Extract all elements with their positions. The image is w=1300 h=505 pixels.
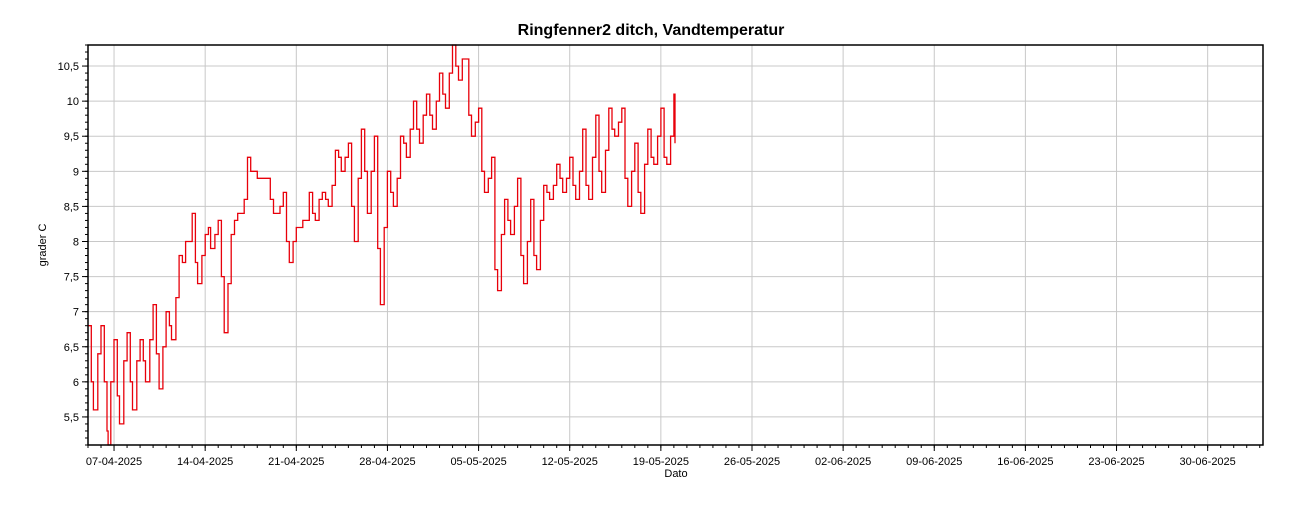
x-tick-label: 09-06-2025 [906,456,962,468]
x-tick-label: 23-06-2025 [1088,456,1144,468]
x-tick-label: 14-04-2025 [177,456,233,468]
y-axis-ticks: 5,5 6 6,5 7 7,5 8 8,5 9 9,5 10 10,5 [58,44,88,446]
y-tick-label: 10 [67,96,79,108]
y-tick-label: 7 [73,307,79,319]
x-tick-label: 30-06-2025 [1180,456,1236,468]
y-tick-label: 5,5 [64,412,79,424]
x-tick-label: 28-04-2025 [359,456,415,468]
x-tick-label: 16-06-2025 [997,456,1053,468]
x-tick-label: 05-05-2025 [450,456,506,468]
y-tick-label: 6 [73,377,79,389]
y-tick-label: 7,5 [64,272,79,284]
x-tick-label: 12-05-2025 [542,456,598,468]
chart-title: Ringfenner2 ditch, Vandtemperatur [518,22,785,39]
x-tick-label: 21-04-2025 [268,456,324,468]
x-axis-ticks: 07-04-2025 14-04-2025 21-04-2025 28-04-2025… [86,445,1261,468]
x-tick-label: 02-06-2025 [815,456,871,468]
x-axis-label: Dato [664,468,687,480]
y-tick-label: 6,5 [64,342,79,354]
plot-area-border [87,44,1264,446]
y-tick-label: 10,5 [58,61,79,73]
x-tick-label: 26-05-2025 [724,456,780,468]
y-tick-label: 8,5 [64,201,79,213]
series-layer [88,44,676,446]
y-tick-label: 9 [73,166,79,178]
series-line [88,44,676,446]
y-tick-label: 8 [73,236,79,248]
x-tick-label: 07-04-2025 [86,456,142,468]
y-tick-label: 9,5 [64,131,79,143]
x-tick-label: 19-05-2025 [633,456,689,468]
y-axis-label: grader C [37,224,49,267]
